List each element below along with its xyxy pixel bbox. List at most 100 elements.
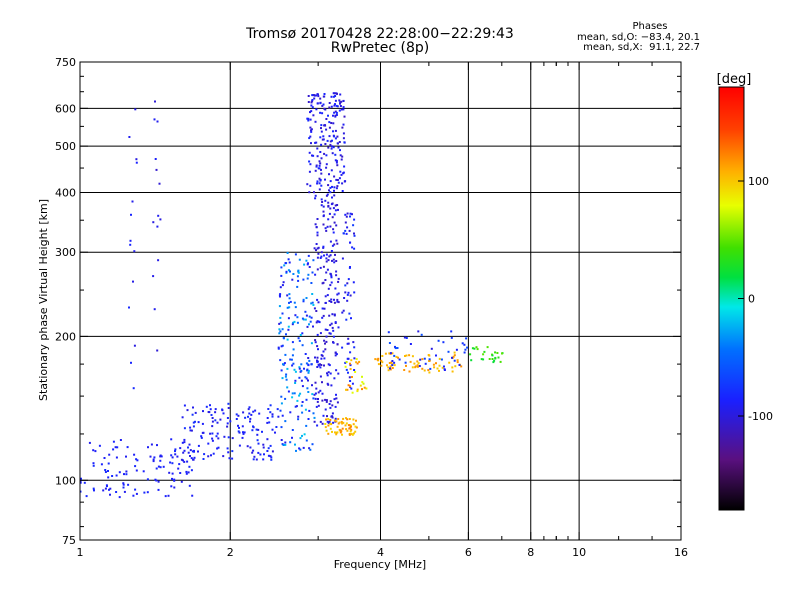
data-point [344, 221, 347, 224]
data-point [252, 410, 255, 413]
data-point [390, 361, 393, 364]
data-point [294, 306, 297, 309]
data-point [309, 118, 312, 121]
data-point [320, 255, 323, 258]
data-point [278, 332, 281, 335]
data-point [322, 223, 325, 226]
data-point [322, 414, 325, 417]
data-point [342, 132, 345, 135]
data-point [223, 435, 226, 438]
data-point [118, 471, 121, 474]
data-point [284, 420, 287, 423]
data-point [336, 179, 339, 181]
data-point [328, 300, 331, 302]
data-point [154, 158, 157, 160]
data-point [322, 95, 325, 98]
y-axis-label: Stationary phase Virtual Height [km] [37, 199, 50, 401]
data-point [197, 421, 200, 424]
data-point [173, 478, 176, 481]
data-point [347, 278, 350, 281]
data-point [216, 447, 219, 450]
data-point [337, 418, 340, 420]
data-point [310, 130, 313, 133]
data-point [310, 110, 313, 113]
data-point [295, 449, 297, 452]
data-point [350, 359, 353, 362]
data-point [299, 334, 302, 336]
data-point [286, 338, 289, 341]
data-point [156, 225, 159, 228]
data-point [242, 432, 245, 435]
data-point [342, 108, 345, 111]
data-point [336, 92, 338, 95]
scatter-points [79, 92, 504, 499]
data-point [336, 401, 339, 404]
data-point [344, 291, 347, 294]
data-point [335, 178, 338, 181]
data-point [104, 471, 107, 473]
data-point [337, 142, 339, 145]
data-point [291, 436, 293, 439]
data-point [246, 445, 249, 448]
data-point [312, 114, 315, 117]
data-point [335, 159, 338, 162]
data-point [333, 419, 336, 422]
data-point [330, 147, 333, 150]
data-point [302, 300, 305, 303]
data-point [291, 341, 294, 344]
data-point [320, 124, 323, 127]
data-point [79, 481, 82, 484]
data-point [205, 405, 208, 408]
data-point [314, 339, 317, 342]
data-point [183, 441, 186, 444]
data-point [112, 448, 115, 451]
data-point [346, 282, 349, 285]
data-point [336, 431, 339, 434]
data-point [320, 127, 322, 130]
data-point [279, 321, 282, 324]
data-point [344, 424, 347, 427]
data-point [331, 430, 333, 433]
data-point [335, 270, 338, 273]
data-point [333, 377, 336, 380]
data-point [339, 154, 342, 157]
data-point [277, 347, 280, 350]
data-point [351, 246, 354, 249]
data-point [336, 298, 339, 301]
data-point [182, 451, 185, 454]
data-point [266, 421, 269, 424]
data-point [125, 470, 128, 473]
data-point [333, 243, 336, 246]
data-point [209, 404, 211, 407]
data-point [92, 487, 95, 490]
data-point [146, 491, 149, 494]
data-point [290, 358, 293, 361]
data-point [409, 360, 412, 363]
data-point [428, 358, 431, 361]
data-point [284, 397, 287, 400]
data-point [321, 381, 323, 384]
data-point [494, 357, 497, 360]
data-point [283, 362, 286, 365]
data-point [329, 427, 332, 430]
data-point [347, 337, 350, 340]
data-point [281, 312, 284, 315]
data-point [350, 433, 353, 435]
data-point [317, 364, 320, 367]
data-point [327, 363, 330, 366]
data-point [327, 184, 330, 187]
data-point [126, 446, 129, 449]
data-point [342, 417, 345, 420]
data-point [325, 257, 328, 260]
data-point [132, 280, 134, 283]
data-point [334, 417, 337, 420]
data-point [207, 411, 210, 413]
x-tick-labels: 1 2 4 6 8 10 16 [77, 546, 689, 559]
data-point [118, 496, 121, 499]
data-point [326, 329, 329, 331]
data-point [315, 141, 318, 144]
data-point [388, 352, 391, 355]
data-point [329, 372, 332, 375]
data-point [336, 164, 339, 167]
